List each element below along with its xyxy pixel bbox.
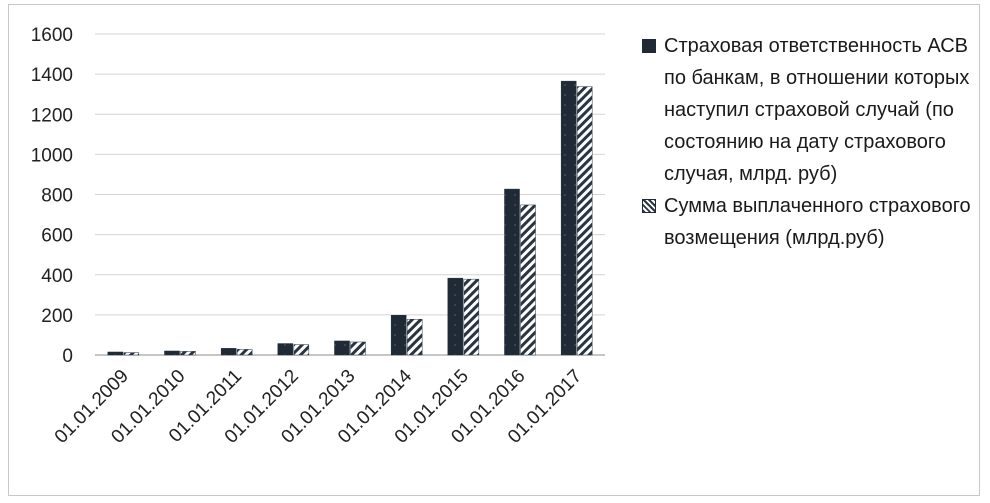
bar-liability [390, 315, 407, 356]
y-tick-label: 600 [41, 226, 73, 247]
legend: Страховая ответственность АСВ по банкам,… [634, 30, 974, 254]
bar-liability [277, 343, 294, 356]
bar-liability [107, 351, 124, 356]
bar-payout [576, 86, 593, 356]
bar-liability [334, 340, 350, 356]
bar-payout [293, 344, 310, 356]
y-tick-label: 1400 [31, 65, 73, 86]
bar-payout [123, 352, 140, 356]
legend-label-series-1: Страховая ответственность АСВ по банкам,… [664, 35, 970, 185]
legend-swatch-solid [642, 39, 656, 53]
y-tick-label: 400 [41, 266, 73, 287]
bar-payout [520, 204, 536, 356]
bar-payout [406, 319, 423, 356]
x-axis-tick-labels: 01.01.200901.01.201001.01.201101.01.2012… [51, 365, 586, 447]
bar-liability [504, 188, 520, 356]
y-tick-label: 1600 [31, 25, 73, 46]
legend-item-series-2: Сумма выплаченного страхового возмещения… [634, 190, 974, 254]
bar-payout [236, 349, 253, 356]
bar-payout [463, 278, 480, 356]
bar-liability [220, 348, 237, 356]
chart-frame [8, 4, 980, 496]
bars [107, 80, 593, 356]
bar-liability [560, 80, 577, 356]
bar-liability [164, 350, 180, 356]
y-axis-tick-labels: 0 200 400 600 800 1000 1200 1400 1600 [31, 25, 73, 367]
y-tick-label: 800 [41, 186, 73, 207]
bar-payout [180, 351, 196, 356]
y-tick-label: 200 [41, 306, 73, 327]
bar-payout [350, 341, 366, 356]
gridlines [95, 33, 605, 356]
y-tick-label: 0 [62, 346, 73, 367]
bar-liability [447, 277, 464, 356]
y-tick-label: 1000 [31, 145, 73, 166]
legend-swatch-hatched [642, 199, 656, 213]
legend-item-series-1: Страховая ответственность АСВ по банкам,… [634, 30, 974, 190]
y-tick-label: 1200 [31, 105, 73, 126]
legend-label-series-2: Сумма выплаченного страхового возмещения… [664, 195, 971, 249]
